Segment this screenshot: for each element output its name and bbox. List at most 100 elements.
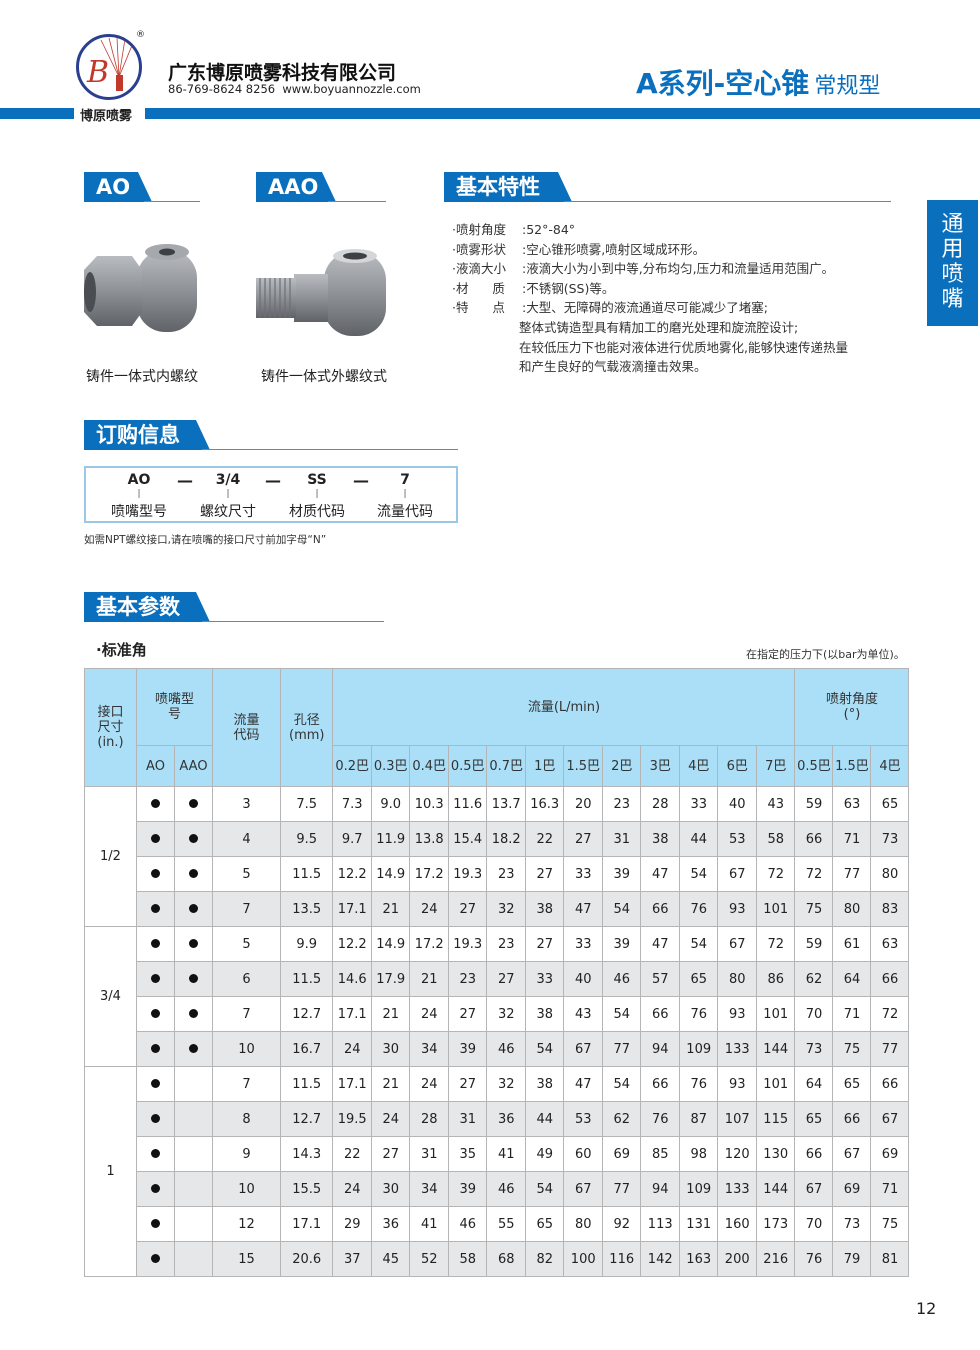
available-dot-icon — [189, 798, 198, 808]
flow-cell: 31 — [447, 1101, 488, 1137]
header-flow-pressure: 1巴 — [524, 745, 565, 787]
flow-cell: 46 — [447, 1206, 488, 1242]
flow-cell: 29 — [332, 1206, 372, 1242]
side-tab[interactable]: 通用喷嘴 — [927, 200, 978, 326]
flow-cell: 66 — [640, 1066, 680, 1102]
flow-cell: 40 — [717, 786, 757, 822]
flow-cell: 33 — [678, 786, 719, 822]
flow-cell: 41 — [409, 1206, 449, 1242]
feature-continuation: 在较低压力下也能对液体进行优质地雾化,能够快速传递热量 — [519, 339, 848, 355]
aao-cell — [174, 996, 213, 1032]
section-label: 订购信息 — [84, 420, 210, 450]
unit-note: 在指定的压力下(以bar为单位)。 — [746, 648, 905, 661]
orifice-cell: 14.3 — [279, 1136, 334, 1172]
flow-cell: 47 — [563, 891, 603, 927]
header-model: 喷嘴型号 — [136, 668, 213, 746]
flow-cell: 22 — [524, 821, 565, 857]
flow-code-cell: 5 — [212, 926, 281, 962]
flow-cell: 100 — [563, 1241, 603, 1277]
flow-cell: 24 — [332, 1171, 372, 1207]
flow-cell: 39 — [447, 1171, 488, 1207]
ao-cell — [136, 891, 175, 927]
aao-cell — [174, 856, 213, 892]
flow-cell: 68 — [486, 1241, 526, 1277]
table-row: 10 16.7 24 30 34 39 46 54 67 77 94 109 133 144 73 75 77 — [85, 1031, 910, 1067]
flow-cell: 101 — [755, 891, 796, 927]
angle-cell: 75 — [794, 891, 834, 927]
flow-cell: 94 — [640, 1171, 680, 1207]
flow-code-cell: 12 — [212, 1206, 281, 1242]
flow-cell: 116 — [601, 1241, 642, 1277]
angle-cell: 63 — [870, 926, 910, 962]
available-dot-icon — [151, 1113, 160, 1123]
flow-code-cell: 9 — [212, 1136, 281, 1172]
flow-cell: 27 — [563, 821, 603, 857]
header-size: 接口尺寸(in.) — [84, 668, 137, 787]
flow-cell: 38 — [524, 891, 565, 927]
flow-cell: 19.3 — [447, 926, 488, 962]
flow-cell: 31 — [601, 821, 642, 857]
flow-cell: 86 — [755, 961, 796, 997]
feature-value: :不锈钢(SS)等。 — [522, 280, 615, 296]
angle-cell: 81 — [870, 1241, 910, 1277]
header-flow-pressure: 7巴 — [755, 745, 796, 787]
flow-cell: 93 — [717, 996, 757, 1032]
feature-continuation: 整体式铸造型具有精加工的磨光处理和旋流腔设计; — [519, 319, 799, 335]
flow-cell: 115 — [755, 1101, 796, 1137]
flow-cell: 12.2 — [332, 856, 372, 892]
flow-cell: 101 — [755, 996, 796, 1032]
header-flow-pressure: 1.5巴 — [563, 745, 603, 787]
header-flow-pressure: 0.7巴 — [486, 745, 526, 787]
available-dot-icon — [189, 1008, 198, 1018]
header-aao: AAO — [174, 745, 213, 787]
flow-cell: 87 — [678, 1101, 719, 1137]
flow-cell: 67 — [563, 1171, 603, 1207]
angle-cell: 66 — [794, 1136, 834, 1172]
flow-cell: 113 — [640, 1206, 680, 1242]
angle-cell: 64 — [794, 1066, 834, 1102]
angle-cell: 59 — [794, 786, 834, 822]
feature-continuation: 和产生良好的气载液滴撞击效果。 — [519, 359, 707, 375]
flow-cell: 20 — [563, 786, 603, 822]
npt-note: 如需NPT螺纹接口,请在喷嘴的接口尺寸前加字母“N” — [84, 534, 327, 546]
flow-cell: 28 — [409, 1101, 449, 1137]
available-dot-icon — [151, 1078, 160, 1088]
series-subtitle: 常规型 — [814, 74, 881, 99]
orifice-cell: 9.5 — [279, 821, 334, 857]
ao-cell — [136, 1101, 175, 1137]
table-row: 6 11.5 14.6 17.9 21 23 27 33 40 46 57 65 80 86 62 64 66 — [85, 961, 910, 997]
flow-cell: 67 — [717, 856, 757, 892]
flow-cell: 47 — [563, 1066, 603, 1102]
flow-cell: 101 — [755, 1066, 796, 1102]
flow-cell: 72 — [755, 856, 796, 892]
angle-cell: 71 — [832, 996, 872, 1032]
company-contact: 86-769-8624 8256 www.boyuannozzle.com — [168, 82, 421, 96]
flow-cell: 38 — [640, 821, 680, 857]
header-ao: AO — [136, 745, 175, 787]
section-label: 基本特性 — [444, 172, 572, 202]
flow-cell: 33 — [563, 926, 603, 962]
flow-cell: 120 — [717, 1136, 757, 1172]
section-label: 基本参数 — [84, 592, 210, 622]
flow-cell: 98 — [678, 1136, 719, 1172]
flow-cell: 76 — [678, 891, 719, 927]
ao-cell — [136, 856, 175, 892]
flow-cell: 54 — [524, 1031, 565, 1067]
flow-cell: 80 — [717, 961, 757, 997]
feature-key: ·材 质 — [452, 280, 505, 296]
product-caption-aao: 铸件一体式外螺纹式 — [261, 369, 387, 385]
header-flow-pressure: 4巴 — [678, 745, 719, 787]
flow-cell: 32 — [486, 1066, 526, 1102]
flow-cell: 93 — [717, 891, 757, 927]
flow-cell: 52 — [409, 1241, 449, 1277]
flow-cell: 93 — [717, 1066, 757, 1102]
header-flow-pressure: 0.3巴 — [370, 745, 411, 787]
flow-cell: 163 — [678, 1241, 719, 1277]
series-title-main: A系列-空心锥 — [636, 67, 810, 100]
flow-cell: 67 — [563, 1031, 603, 1067]
order-part: 3/4 | 螺纹尺寸 — [200, 472, 256, 520]
angle-cell: 62 — [794, 961, 834, 997]
angle-cell: 66 — [794, 821, 834, 857]
page-number: 12 — [916, 1299, 937, 1318]
ao-cell — [136, 961, 175, 997]
